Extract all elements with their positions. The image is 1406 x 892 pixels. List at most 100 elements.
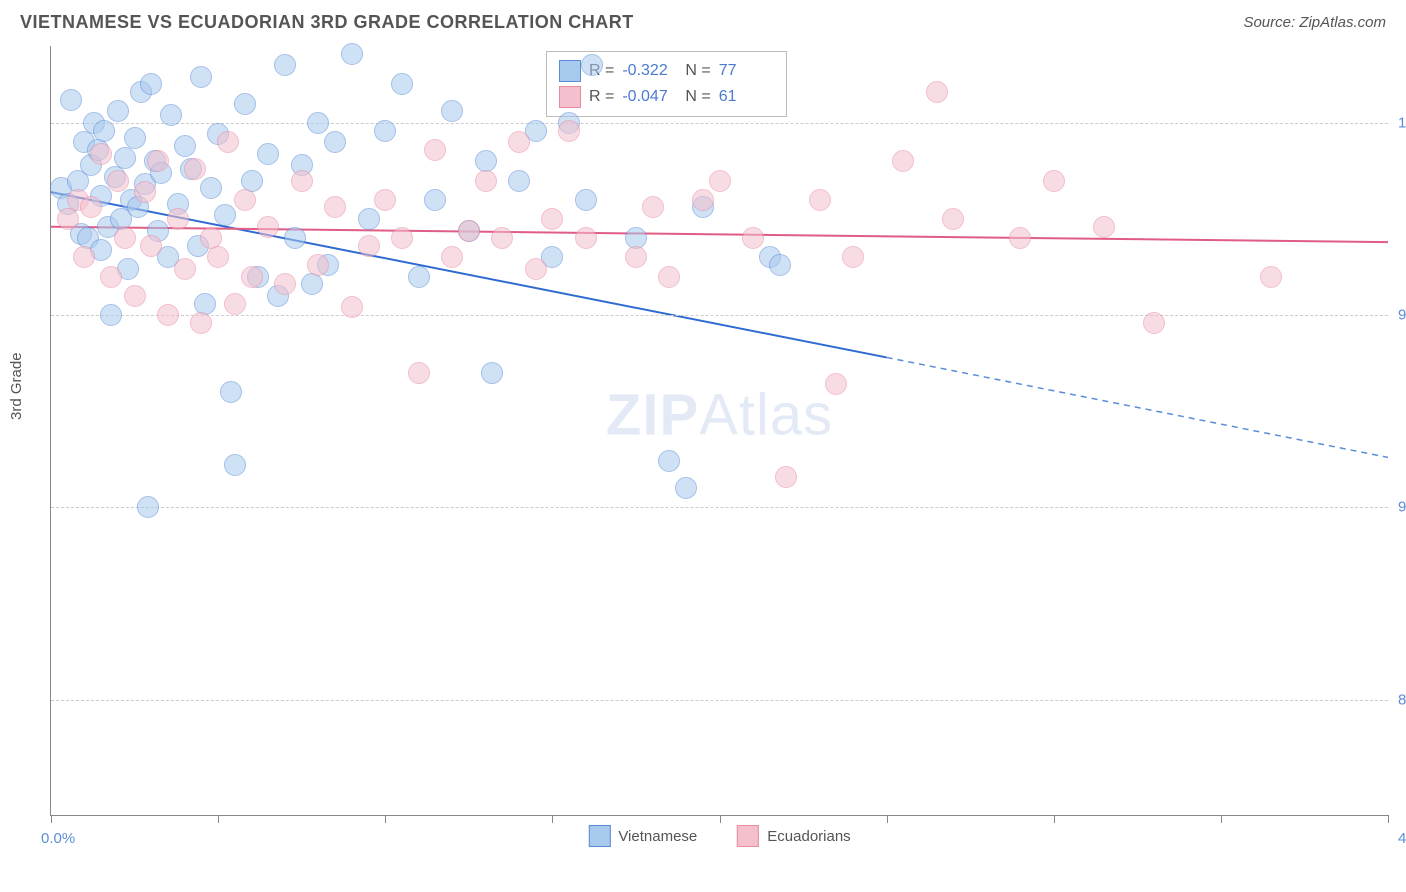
data-point (424, 189, 446, 211)
data-point (114, 147, 136, 169)
data-point (769, 254, 791, 276)
data-point (481, 362, 503, 384)
data-point (424, 139, 446, 161)
data-point (358, 235, 380, 257)
data-point (114, 227, 136, 249)
x-tick (1054, 815, 1055, 823)
data-point (234, 189, 256, 211)
data-point (558, 120, 580, 142)
data-point (1043, 170, 1065, 192)
data-point (1260, 266, 1282, 288)
data-point (809, 189, 831, 211)
chart-source: Source: ZipAtlas.com (1243, 14, 1386, 31)
data-point (134, 181, 156, 203)
legend-swatch (737, 825, 759, 847)
data-point (408, 362, 430, 384)
y-tick-label: 85.0% (1398, 691, 1406, 708)
y-tick-label: 90.0% (1398, 499, 1406, 516)
data-point (107, 170, 129, 192)
y-tick-label: 95.0% (1398, 307, 1406, 324)
y-tick-label: 100.0% (1398, 114, 1406, 131)
data-point (825, 373, 847, 395)
data-point (257, 143, 279, 165)
data-point (194, 293, 216, 315)
trend-line (51, 227, 1388, 242)
data-point (60, 89, 82, 111)
data-point (892, 150, 914, 172)
scatter-chart: ZIPAtlas R =-0.322N =77R =-0.047N =61 Vi… (50, 46, 1388, 816)
data-point (926, 81, 948, 103)
data-point (341, 43, 363, 65)
data-point (220, 381, 242, 403)
data-point (458, 220, 480, 242)
data-point (147, 150, 169, 172)
legend: Vietnamese Ecuadorians (588, 825, 850, 847)
data-point (581, 54, 603, 76)
data-point (541, 208, 563, 230)
data-point (57, 208, 79, 230)
data-point (174, 258, 196, 280)
data-point (441, 246, 463, 268)
data-point (408, 266, 430, 288)
x-axis-min-label: 0.0% (41, 830, 75, 847)
data-point (575, 189, 597, 211)
legend-item: Ecuadorians (737, 825, 850, 847)
data-point (157, 304, 179, 326)
x-tick (1388, 815, 1389, 823)
data-point (274, 273, 296, 295)
data-point (190, 312, 212, 334)
data-point (491, 227, 513, 249)
watermark: ZIPAtlas (606, 382, 833, 449)
data-point (140, 73, 162, 95)
gridline (51, 315, 1388, 316)
r-value: -0.047 (622, 88, 677, 106)
data-point (217, 131, 239, 153)
data-point (1093, 216, 1115, 238)
gridline (51, 700, 1388, 701)
n-label: N = (685, 88, 710, 106)
legend-item: Vietnamese (588, 825, 697, 847)
n-label: N = (685, 62, 710, 80)
data-point (575, 227, 597, 249)
x-tick (887, 815, 888, 823)
data-point (658, 450, 680, 472)
data-point (174, 135, 196, 157)
data-point (324, 131, 346, 153)
x-tick (218, 815, 219, 823)
data-point (160, 104, 182, 126)
data-point (341, 296, 363, 318)
series-swatch (559, 86, 581, 108)
data-point (692, 189, 714, 211)
data-point (642, 196, 664, 218)
r-value: -0.322 (622, 62, 677, 80)
data-point (107, 100, 129, 122)
data-point (358, 208, 380, 230)
data-point (167, 208, 189, 230)
data-point (234, 93, 256, 115)
data-point (73, 246, 95, 268)
data-point (274, 54, 296, 76)
data-point (100, 304, 122, 326)
data-point (374, 120, 396, 142)
legend-label: Vietnamese (618, 828, 697, 845)
data-point (842, 246, 864, 268)
x-tick (552, 815, 553, 823)
series-swatch (559, 60, 581, 82)
data-point (391, 73, 413, 95)
data-point (307, 254, 329, 276)
data-point (307, 112, 329, 134)
data-point (100, 266, 122, 288)
data-point (374, 189, 396, 211)
r-label: R = (589, 88, 614, 106)
x-tick (720, 815, 721, 823)
data-point (391, 227, 413, 249)
data-point (137, 496, 159, 518)
data-point (675, 477, 697, 499)
data-point (200, 177, 222, 199)
data-point (257, 216, 279, 238)
chart-header: VIETNAMESE VS ECUADORIAN 3RD GRADE CORRE… (0, 0, 1406, 41)
data-point (90, 143, 112, 165)
data-point (241, 266, 263, 288)
data-point (224, 293, 246, 315)
stats-row: R =-0.047N =61 (559, 84, 774, 110)
